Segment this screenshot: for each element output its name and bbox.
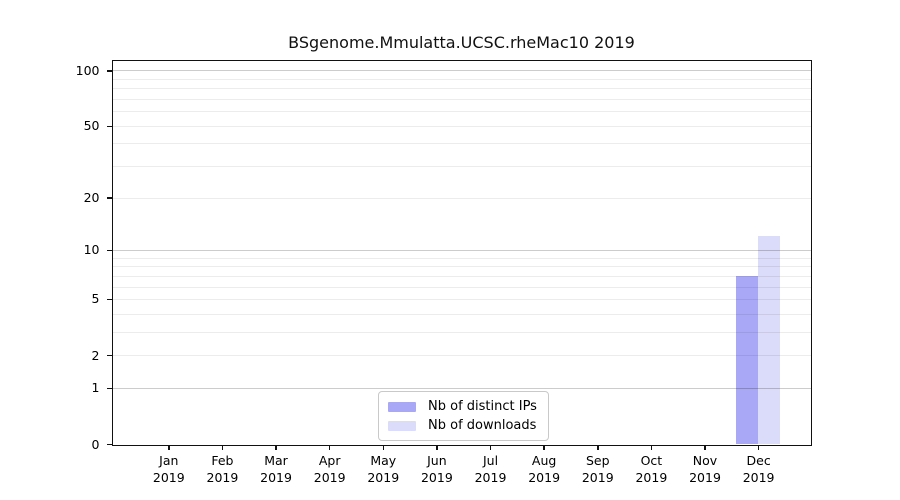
minor-gridline: [113, 298, 811, 300]
minor-gridline: [113, 355, 811, 357]
x-tick-mark: [757, 444, 760, 450]
x-tick-mark: [650, 444, 653, 450]
x-tick-label: Feb 2019: [206, 452, 239, 485]
legend-label-distinct-ips: Nb of distinct IPs: [428, 399, 537, 414]
x-tick-mark: [275, 444, 277, 450]
minor-gridline: [113, 257, 811, 259]
y-tick-mark: [107, 125, 112, 128]
y-tick-mark: [107, 249, 112, 252]
minor-gridline: [113, 125, 811, 127]
minor-gridline: [113, 166, 811, 168]
x-tick-label: May 2019: [367, 452, 400, 485]
x-tick-mark: [382, 444, 385, 450]
x-tick-mark: [704, 444, 706, 450]
x-tick-label: Jun 2019: [420, 452, 453, 485]
x-tick-label: Sep 2019: [581, 452, 614, 485]
x-tick-label: Oct 2019: [635, 452, 668, 485]
minor-gridline: [113, 275, 811, 277]
major-gridline: [113, 387, 811, 389]
plot-area: [112, 60, 812, 446]
y-tick-label: 1: [91, 380, 100, 396]
x-tick-mark: [436, 444, 438, 450]
y-tick-label: 20: [83, 190, 100, 206]
x-tick-label: Mar 2019: [260, 452, 292, 485]
y-tick-label: 50: [83, 118, 100, 134]
y-tick-label: 10: [83, 242, 100, 258]
x-tick-label: Jul 2019: [474, 452, 507, 485]
minor-gridline: [113, 111, 811, 113]
minor-gridline: [113, 88, 811, 90]
major-gridline: [113, 70, 811, 72]
y-tick-label: 2: [91, 347, 100, 363]
x-tick-mark: [489, 444, 492, 450]
legend-swatch-downloads: [388, 420, 416, 431]
y-tick-mark: [107, 197, 112, 199]
x-tick-mark: [597, 444, 599, 450]
minor-gridline: [113, 331, 811, 333]
minor-gridline: [113, 78, 811, 80]
x-tick-label: Jan 2019: [152, 452, 185, 485]
y-tick-mark: [107, 354, 112, 357]
legend-item-downloads: Nb of downloads: [388, 418, 537, 433]
x-tick-label: Nov 2019: [689, 452, 721, 485]
x-tick-label: Aug 2019: [528, 452, 561, 485]
x-tick-mark: [168, 444, 170, 450]
x-tick-mark: [543, 444, 545, 450]
x-tick-label: Dec 2019: [742, 452, 775, 485]
minor-gridline: [113, 197, 811, 199]
minor-gridline: [113, 286, 811, 288]
major-gridline: [113, 249, 811, 251]
x-tick-mark: [328, 444, 331, 450]
x-tick-label: Apr 2019: [313, 452, 346, 485]
chart-title: BSgenome.Mmulatta.UCSC.rheMac10 2019: [288, 33, 635, 52]
legend-swatch-distinct-ips: [388, 401, 416, 412]
y-tick-label: 100: [75, 62, 100, 78]
y-tick-label: 0: [91, 436, 100, 452]
y-tick-mark: [107, 298, 112, 301]
y-tick-mark: [107, 443, 112, 446]
minor-gridline: [113, 143, 811, 145]
legend: Nb of distinct IPs Nb of downloads: [378, 391, 549, 441]
y-tick-mark: [107, 70, 112, 72]
legend-label-downloads: Nb of downloads: [428, 418, 537, 433]
legend-item-distinct-ips: Nb of distinct IPs: [388, 399, 537, 414]
x-tick-mark: [221, 444, 224, 450]
bar-distinct-ips: [736, 275, 759, 444]
minor-gridline: [113, 313, 811, 315]
y-tick-mark: [107, 387, 112, 390]
minor-gridline: [113, 99, 811, 101]
y-tick-label: 5: [91, 291, 100, 307]
bar-downloads: [758, 236, 781, 444]
minor-gridline: [113, 266, 811, 268]
